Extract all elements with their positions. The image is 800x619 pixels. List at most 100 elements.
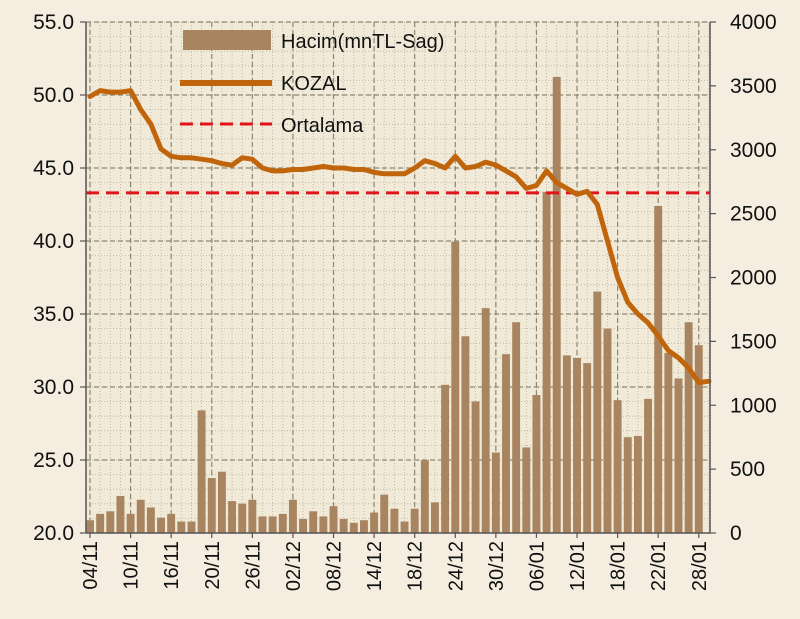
volume-bar xyxy=(390,508,399,533)
price-line xyxy=(87,88,712,386)
right-tick-label: 2000 xyxy=(730,267,777,290)
volume-bar xyxy=(542,191,551,533)
volume-bar xyxy=(633,435,642,533)
volume-bar xyxy=(552,76,561,534)
left-tick-label: 50.0 xyxy=(33,84,74,107)
volume-bar xyxy=(562,355,571,533)
volume-bars xyxy=(86,76,703,534)
volume-bar xyxy=(187,521,196,533)
volume-bar xyxy=(451,241,460,534)
right-tick-label: 1000 xyxy=(730,394,777,417)
volume-bar xyxy=(573,357,581,533)
x-tick-label: 12/01 xyxy=(567,541,589,591)
volume-bar xyxy=(329,506,338,533)
x-tick-label: 26/11 xyxy=(242,541,264,590)
volume-bar xyxy=(299,518,308,533)
right-tick-label: 1500 xyxy=(730,330,777,353)
legend: Hacim(mnTL-Sag) KOZAL Ortalama xyxy=(180,30,444,137)
volume-bar xyxy=(502,354,510,533)
volume-bar xyxy=(319,516,328,533)
price-lines xyxy=(86,88,712,386)
volume-bar xyxy=(217,471,226,533)
volume-bar xyxy=(359,520,368,533)
volume-bar xyxy=(654,205,663,533)
volume-bar xyxy=(177,521,186,533)
volume-bar xyxy=(583,363,592,533)
left-tick-label: 35.0 xyxy=(33,303,74,326)
left-tick-label: 20.0 xyxy=(33,522,74,545)
legend-label-average: Ortalama xyxy=(281,115,364,137)
left-tick-label: 55.0 xyxy=(33,11,74,34)
volume-bar xyxy=(96,513,105,533)
right-tick-label: 0 xyxy=(730,522,742,545)
volume-bar xyxy=(106,511,115,533)
x-tick-label: 04/11 xyxy=(80,541,102,590)
volume-bar xyxy=(481,308,490,533)
volume-bar xyxy=(126,513,135,533)
volume-bar xyxy=(197,410,206,533)
right-y-axis: 0 500 1000 1500 2000 2500 3000 3500 4000 xyxy=(710,11,777,545)
volume-bar xyxy=(238,503,247,533)
right-tick-label: 4000 xyxy=(730,11,777,34)
volume-bar xyxy=(613,400,622,533)
left-tick-label: 45.0 xyxy=(33,157,74,180)
x-tick-label: 14/12 xyxy=(364,541,386,591)
volume-bar xyxy=(258,516,267,533)
legend-label-price: KOZAL xyxy=(281,73,347,95)
volume-bar xyxy=(491,452,500,533)
volume-bar xyxy=(420,460,429,533)
x-tick-label: 30/12 xyxy=(486,541,508,591)
volume-bar xyxy=(684,322,693,533)
x-tick-label: 20/11 xyxy=(202,541,224,590)
left-tick-label: 30.0 xyxy=(33,376,74,399)
volume-bar xyxy=(228,501,237,533)
volume-bar xyxy=(167,513,176,533)
right-tick-label: 500 xyxy=(730,458,765,481)
volume-bar xyxy=(410,508,419,533)
volume-bar xyxy=(644,398,653,533)
volume-bar xyxy=(593,291,602,533)
volume-bar xyxy=(339,518,348,533)
volume-bar xyxy=(207,478,216,533)
volume-bar xyxy=(146,507,155,533)
volume-bar xyxy=(136,499,145,533)
x-axis: 04/11 10/11 16/11 20/11 26/11 02/12 08/12 14/12… xyxy=(80,533,711,591)
volume-bar xyxy=(694,345,703,533)
right-tick-label: 2500 xyxy=(730,203,777,226)
volume-bar xyxy=(471,401,480,533)
volume-bar xyxy=(157,517,165,533)
volume-bar xyxy=(370,512,379,533)
legend-label-volume: Hacim(mnTL-Sag) xyxy=(281,31,444,53)
left-tick-label: 25.0 xyxy=(33,449,74,472)
x-tick-label: 28/01 xyxy=(689,541,711,591)
x-tick-label: 10/11 xyxy=(121,541,143,590)
volume-bar xyxy=(309,511,318,533)
volume-bar xyxy=(278,513,287,533)
volume-bar xyxy=(603,328,612,533)
x-tick-label: 18/12 xyxy=(405,541,427,591)
volume-bar xyxy=(522,447,531,533)
volume-bar xyxy=(431,502,439,533)
x-tick-label: 16/11 xyxy=(161,541,183,590)
volume-bar xyxy=(248,499,257,533)
volume-bar xyxy=(288,499,297,533)
x-tick-label: 02/12 xyxy=(283,541,305,591)
volume-bar xyxy=(116,495,125,533)
left-y-axis: 20.0 25.0 30.0 35.0 40.0 45.0 50.0 55.0 xyxy=(33,11,86,545)
x-tick-label: 08/12 xyxy=(324,541,346,591)
volume-bar xyxy=(349,522,358,533)
volume-bar xyxy=(664,352,673,533)
volume-bar xyxy=(532,395,541,533)
volume-bar xyxy=(268,516,277,533)
x-tick-label: 18/01 xyxy=(608,541,630,591)
legend-swatch-volume xyxy=(183,30,271,50)
volume-bar xyxy=(400,521,409,533)
volume-bar xyxy=(512,322,521,533)
right-tick-label: 3000 xyxy=(730,139,777,162)
x-tick-label: 24/12 xyxy=(445,541,467,591)
volume-bar xyxy=(380,494,389,533)
volume-bar xyxy=(441,384,450,533)
volume-bar xyxy=(674,378,683,533)
right-tick-label: 3500 xyxy=(730,75,777,98)
